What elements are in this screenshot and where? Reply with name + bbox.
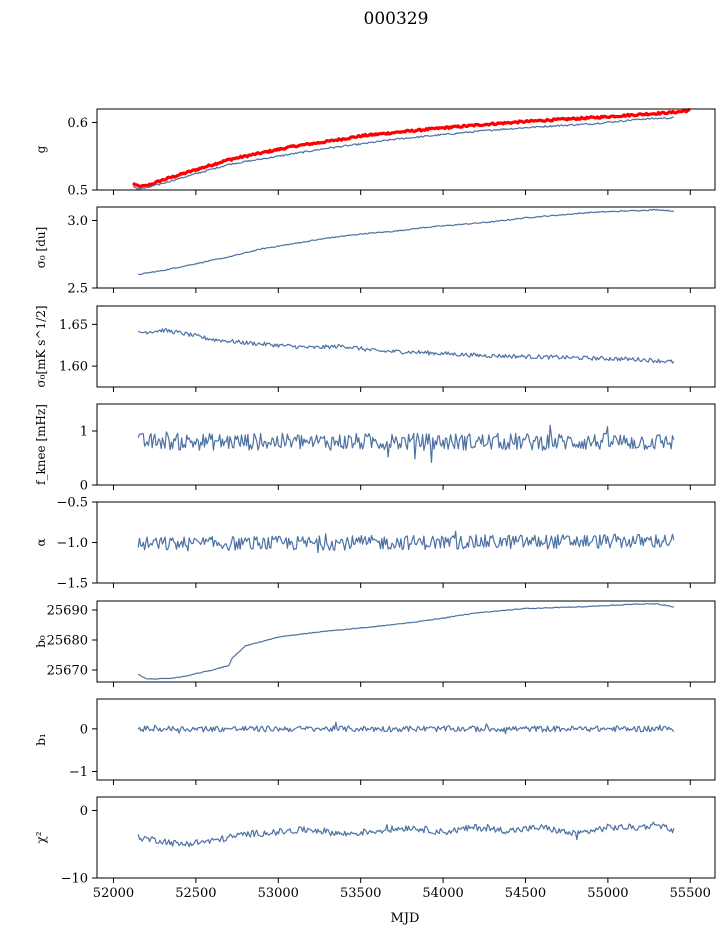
y-axis-label-b1: b₁ (34, 733, 48, 746)
series-line-fknee-0 (137, 424, 675, 463)
series-line-g-1 (132, 116, 674, 190)
y-tick-label-fknee-1: 1 (80, 425, 88, 440)
y-axis-label-alpha: α (34, 538, 48, 546)
panel-alpha: −1.5 −1.0 −0.5 α (34, 496, 716, 592)
series-line-alpha-0 (137, 530, 675, 554)
panel-stack: 0.5 0.6 g 2.5 3.0 σ₀ [du] 1.60 1.65 σ₀[mK s^1/2]… (34, 108, 716, 901)
axes-frame-chi2 (96, 796, 716, 879)
y-axis-label-sigma0-mk: σ₀[mK s^1/2] (34, 305, 48, 387)
y-tick-label-b1-0: −1 (69, 765, 88, 780)
series-line-b1-0 (137, 721, 675, 735)
x-axis-label: MJD (391, 911, 420, 926)
panel-chi2: −10 0 52000 52500 53000 53500 54000 54500 55000 5… (34, 796, 716, 901)
y-axis-label-b0: b₀ (34, 635, 48, 648)
axes-frame-b1 (96, 698, 716, 781)
y-tick-label-b0-0: 25670 (47, 664, 88, 679)
x-tick-label-4: 54000 (422, 886, 463, 901)
y-tick-label-g-1: 0.6 (67, 116, 88, 131)
x-tick-label-5: 54500 (505, 886, 546, 901)
y-tick-label-chi2-0: −10 (61, 872, 88, 887)
axes-frame-g (96, 108, 716, 191)
panel-sigma0-mk: 1.60 1.65 σ₀[mK s^1/2] (34, 305, 716, 392)
figure-title: 000329 (364, 9, 429, 29)
panel-g: 0.5 0.6 g (34, 108, 716, 199)
y-tick-label-sigma0-mk-0: 1.60 (59, 360, 88, 375)
y-tick-label-sigma0-du-0: 2.5 (67, 282, 88, 297)
series-line-sigma0-mk-0 (137, 328, 675, 364)
y-tick-label-sigma0-du-1: 3.0 (67, 214, 88, 229)
y-tick-label-chi2-1: 0 (80, 804, 88, 819)
axes-frame-b0 (96, 600, 716, 683)
y-axis-label-sigma0-du: σ₀ [du] (34, 227, 48, 269)
y-tick-label-alpha-2: −0.5 (56, 496, 88, 511)
y-tick-label-b1-1: 0 (80, 722, 88, 737)
series-line-sigma0-du-0 (137, 208, 675, 276)
series-line-g-0 (132, 108, 691, 189)
y-tick-label-sigma0-mk-1: 1.65 (59, 318, 88, 333)
panel-sigma0-du: 2.5 3.0 σ₀ [du] (34, 206, 716, 297)
y-tick-label-alpha-0: −1.5 (56, 577, 88, 592)
axes-frame-sigma0-du (96, 206, 716, 289)
panel-fknee: 0 1 f_knee [mHz] (34, 403, 716, 494)
y-tick-label-alpha-1: −1.0 (56, 536, 88, 551)
axes-frame-fknee (96, 403, 716, 486)
series-line-b0-0 (137, 603, 674, 680)
x-tick-label-7: 55500 (670, 886, 711, 901)
y-axis-label-fknee: f_knee [mHz] (34, 404, 48, 485)
y-tick-label-b0-2: 25690 (47, 604, 88, 619)
x-tick-label-1: 52500 (175, 886, 216, 901)
series-line-chi2-0 (137, 821, 675, 848)
x-tick-label-2: 53000 (258, 886, 299, 901)
x-tick-label-3: 53500 (340, 886, 381, 901)
y-tick-label-fknee-0: 0 (80, 479, 88, 494)
axes-frame-sigma0-mk (96, 305, 716, 388)
y-tick-label-g-0: 0.5 (67, 184, 88, 199)
x-tick-label-0: 52000 (93, 886, 134, 901)
panel-b1: −1 0 b₁ (34, 698, 716, 785)
y-axis-label-g: g (34, 145, 48, 153)
panel-b0: 25670 25680 25690 b₀ (34, 600, 716, 687)
y-tick-label-b0-1: 25680 (47, 634, 88, 649)
x-tick-label-6: 55000 (587, 886, 628, 901)
y-axis-label-chi2: χ² (34, 831, 48, 843)
